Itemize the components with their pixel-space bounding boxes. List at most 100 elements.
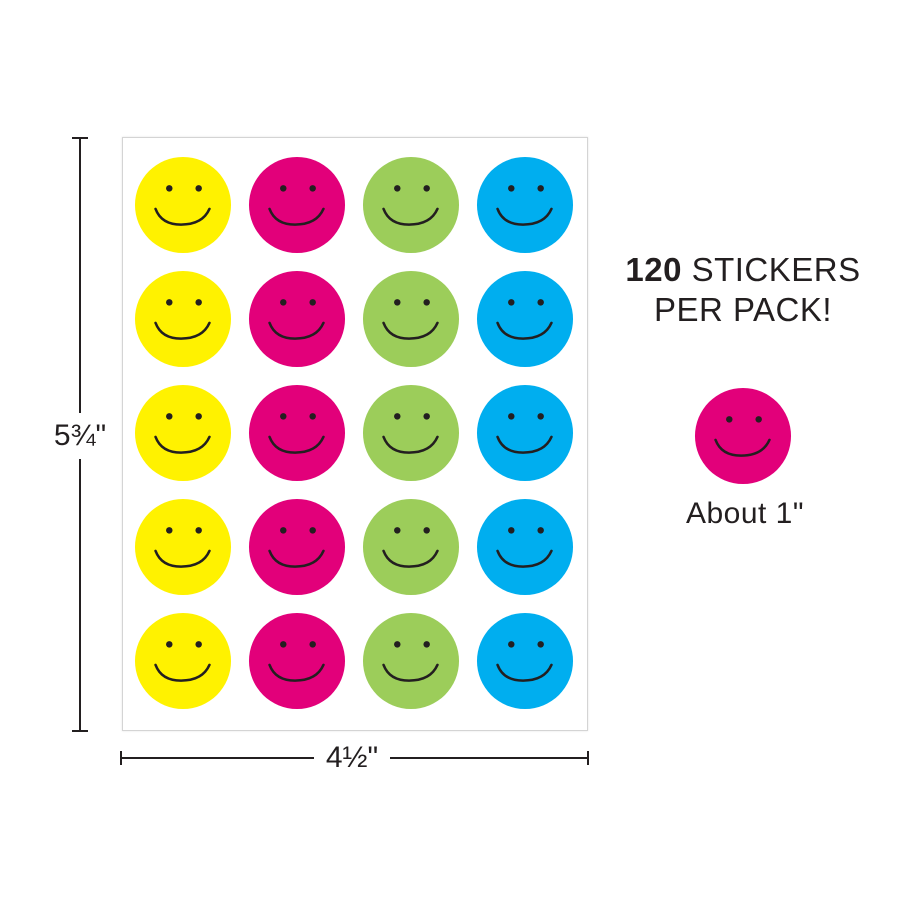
smiley-right-eye [309, 185, 316, 192]
smiley-right-eye [195, 527, 202, 534]
smiley-circle [134, 384, 232, 482]
width-dimension-label: 4½" [314, 738, 390, 778]
smiley-left-eye [280, 641, 287, 648]
height-dimension-label: 5¾" [48, 413, 112, 459]
smiley-face-magenta-icon [248, 270, 346, 368]
smiley-left-eye [394, 299, 401, 306]
smiley-mouth [268, 207, 325, 226]
smiley-face-green-icon [362, 156, 460, 254]
smiley-mouth [154, 663, 211, 682]
smiley-right-eye [537, 299, 544, 306]
smiley-left-eye [166, 641, 173, 648]
smiley-face-blue-icon [476, 270, 574, 368]
width-dimension-right-cap [587, 751, 589, 765]
smiley-left-eye [508, 641, 515, 648]
smiley-face-magenta-icon [248, 384, 346, 482]
smiley-circle [248, 156, 346, 254]
smiley-circle [476, 384, 574, 482]
smiley-circle [362, 384, 460, 482]
stickers-count-line: 120 STICKERS [612, 250, 874, 290]
smiley-right-eye [309, 413, 316, 420]
smiley-mouth [382, 435, 439, 454]
smiley-left-eye [394, 413, 401, 420]
smiley-mouth [382, 207, 439, 226]
smiley-face-magenta-icon [248, 498, 346, 596]
smiley-right-eye [309, 299, 316, 306]
smiley-left-eye [166, 185, 173, 192]
smiley-left-eye [508, 527, 515, 534]
sticker-grid [134, 156, 574, 710]
smiley-face-yellow-icon [134, 384, 232, 482]
smiley-mouth [382, 549, 439, 568]
smiley-face-yellow-icon [134, 612, 232, 710]
smiley-left-eye [394, 641, 401, 648]
smiley-left-eye [726, 416, 733, 423]
smiley-right-eye [309, 641, 316, 648]
sticker-sheet [122, 137, 588, 731]
smiley-left-eye [508, 185, 515, 192]
smiley-face-yellow-icon [134, 270, 232, 368]
smiley-mouth [496, 549, 553, 568]
smiley-circle [362, 156, 460, 254]
sticker-count-suffix: STICKERS [681, 251, 861, 288]
smiley-circle [362, 612, 460, 710]
stickers-per-pack-text: 120 STICKERS PER PACK! [612, 250, 874, 330]
smiley-mouth [496, 663, 553, 682]
smiley-right-eye [423, 413, 430, 420]
smiley-left-eye [166, 413, 173, 420]
smiley-face-yellow-icon [134, 156, 232, 254]
smiley-right-eye [195, 299, 202, 306]
smiley-left-eye [508, 413, 515, 420]
smiley-left-eye [280, 299, 287, 306]
smiley-circle [476, 498, 574, 596]
sticker-count: 120 [625, 251, 682, 288]
height-dimension-top-cap [72, 137, 88, 139]
smiley-left-eye [508, 299, 515, 306]
smiley-circle [694, 387, 792, 485]
smiley-mouth [154, 321, 211, 340]
smiley-left-eye [166, 527, 173, 534]
smiley-circle [248, 498, 346, 596]
smiley-circle [134, 156, 232, 254]
smiley-circle [248, 270, 346, 368]
smiley-right-eye [309, 527, 316, 534]
smiley-mouth [382, 663, 439, 682]
smiley-circle [476, 156, 574, 254]
smiley-right-eye [423, 299, 430, 306]
smiley-circle [362, 498, 460, 596]
smiley-right-eye [195, 185, 202, 192]
smiley-mouth [268, 663, 325, 682]
smiley-mouth [496, 321, 553, 340]
smiley-face-green-icon [362, 270, 460, 368]
per-pack-line: PER PACK! [653, 291, 833, 328]
smiley-circle [248, 612, 346, 710]
smiley-circle [476, 612, 574, 710]
smiley-mouth [496, 207, 553, 226]
smiley-circle [134, 498, 232, 596]
smiley-mouth [382, 321, 439, 340]
smiley-left-eye [394, 527, 401, 534]
smiley-mouth [154, 549, 211, 568]
smiley-left-eye [166, 299, 173, 306]
smiley-circle [476, 270, 574, 368]
smiley-face-green-icon [362, 384, 460, 482]
width-dimension-left-cap [120, 751, 122, 765]
smiley-right-eye [537, 641, 544, 648]
smiley-face-magenta-icon [248, 156, 346, 254]
smiley-right-eye [755, 416, 762, 423]
smiley-mouth [154, 207, 211, 226]
smiley-right-eye [195, 641, 202, 648]
smiley-face-blue-icon [476, 156, 574, 254]
smiley-mouth [268, 321, 325, 340]
smiley-circle [134, 270, 232, 368]
smiley-left-eye [280, 185, 287, 192]
smiley-mouth [268, 549, 325, 568]
smiley-right-eye [537, 527, 544, 534]
smiley-face-green-icon [362, 498, 460, 596]
smiley-face-magenta-icon [694, 387, 792, 485]
smiley-right-eye [537, 185, 544, 192]
sticker-size-label: About 1" [685, 497, 805, 530]
smiley-mouth [714, 438, 771, 457]
sample-sticker [694, 387, 792, 485]
